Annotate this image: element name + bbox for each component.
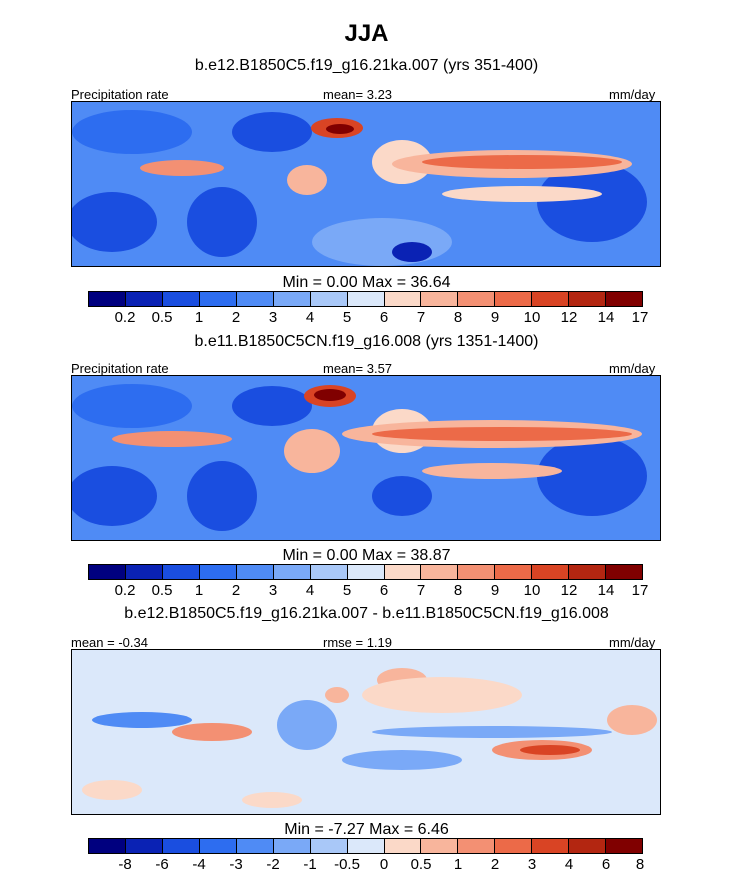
panel-1-stats: Min = 0.00 Max = 36.64 xyxy=(282,274,451,291)
figure-title: JJA xyxy=(344,20,389,47)
precip-field-2 xyxy=(72,376,660,540)
cbar-tick: 10 xyxy=(523,309,541,326)
cbar-tick: 4 xyxy=(564,856,574,873)
cbar-tick: 0.5 xyxy=(410,856,432,873)
panel-3-map xyxy=(71,649,661,815)
cbar-tick: -1 xyxy=(303,856,317,873)
panel-1-map xyxy=(71,101,661,267)
cbar-tick: -4 xyxy=(192,856,206,873)
cbar-tick: 1 xyxy=(194,582,204,599)
panel-3-colorbar-ticks: -8 -6 -4 -3 -2 -1 -0.5 0 0.5 1 2 3 4 6 8 xyxy=(88,856,645,874)
cbar-tick: 1 xyxy=(453,856,463,873)
cbar-tick: 8 xyxy=(453,309,463,326)
cbar-tick: -3 xyxy=(229,856,243,873)
cbar-tick: 8 xyxy=(635,856,645,873)
cbar-tick: 2 xyxy=(231,582,241,599)
cbar-tick: -2 xyxy=(266,856,280,873)
cbar-tick: 4 xyxy=(305,309,315,326)
cbar-tick: 5 xyxy=(342,309,352,326)
cbar-tick: 17 xyxy=(631,309,649,326)
panel-2-left-label: Precipitation rate xyxy=(71,361,169,376)
cbar-tick: -0.5 xyxy=(334,856,360,873)
cbar-tick: -6 xyxy=(155,856,169,873)
precip-field-1 xyxy=(72,102,660,266)
cbar-tick: 5 xyxy=(342,582,352,599)
panel-3-left-label: mean = -0.34 xyxy=(71,635,148,650)
cbar-tick: 2 xyxy=(490,856,500,873)
cbar-tick: 7 xyxy=(416,309,426,326)
cbar-tick: 14 xyxy=(597,582,615,599)
cbar-tick: 6 xyxy=(379,309,389,326)
cbar-tick: 1 xyxy=(194,309,204,326)
panel-2-units: mm/day xyxy=(609,361,656,376)
cbar-tick: 8 xyxy=(453,582,463,599)
cbar-tick: 3 xyxy=(527,856,537,873)
cbar-tick: 12 xyxy=(560,309,578,326)
cbar-tick: 3 xyxy=(268,309,278,326)
cbar-tick: -8 xyxy=(118,856,132,873)
panel-2-map xyxy=(71,375,661,541)
cbar-tick: 2 xyxy=(231,309,241,326)
panel-1-center-label: mean= 3.23 xyxy=(323,87,393,102)
cbar-tick: 9 xyxy=(490,309,500,326)
cbar-tick: 0.5 xyxy=(151,309,173,326)
panel-1-units: mm/day xyxy=(609,87,656,102)
panel-1-colorbar-ticks: 0.2 0.5 1 2 3 4 5 6 7 8 9 10 12 14 17 xyxy=(88,309,649,327)
panel-2-colorbar xyxy=(88,564,643,580)
cbar-tick: 0.5 xyxy=(151,582,173,599)
panel-1-left-label: Precipitation rate xyxy=(71,87,169,102)
cbar-tick: 12 xyxy=(560,582,578,599)
cbar-tick: 9 xyxy=(490,582,500,599)
cbar-tick: 17 xyxy=(631,582,649,599)
cbar-tick: 10 xyxy=(523,582,541,599)
panel-1-subtitle: b.e12.B1850C5.f19_g16.21ka.007 (yrs 351-… xyxy=(194,57,539,74)
panel-3-stats: Min = -7.27 Max = 6.46 xyxy=(284,821,449,838)
panel-2-center-label: mean= 3.57 xyxy=(323,361,393,376)
cbar-tick: 6 xyxy=(379,582,389,599)
panel-2-colorbar-ticks: 0.2 0.5 1 2 3 4 5 6 7 8 9 10 12 14 17 xyxy=(88,582,649,600)
cbar-tick: 0.2 xyxy=(114,309,136,326)
cbar-tick: 0 xyxy=(379,856,389,873)
cbar-tick: 4 xyxy=(305,582,315,599)
cbar-tick: 14 xyxy=(597,309,615,326)
panel-3-units: mm/day xyxy=(609,635,656,650)
panel-3-colorbar xyxy=(88,838,643,854)
panel-1-colorbar xyxy=(88,291,643,307)
panel-3-subtitle: b.e12.B1850C5.f19_g16.21ka.007 - b.e11.B… xyxy=(124,605,609,622)
panel-2-stats: Min = 0.00 Max = 38.87 xyxy=(282,547,451,564)
panel-2-subtitle: b.e11.B1850C5CN.f19_g16.008 (yrs 1351-14… xyxy=(194,333,539,350)
panel-3-center-label: rmse = 1.19 xyxy=(323,635,393,650)
cbar-tick: 6 xyxy=(601,856,611,873)
cbar-tick: 7 xyxy=(416,582,426,599)
precip-difference-field xyxy=(72,650,660,814)
cbar-tick: 3 xyxy=(268,582,278,599)
cbar-tick: 0.2 xyxy=(114,582,136,599)
